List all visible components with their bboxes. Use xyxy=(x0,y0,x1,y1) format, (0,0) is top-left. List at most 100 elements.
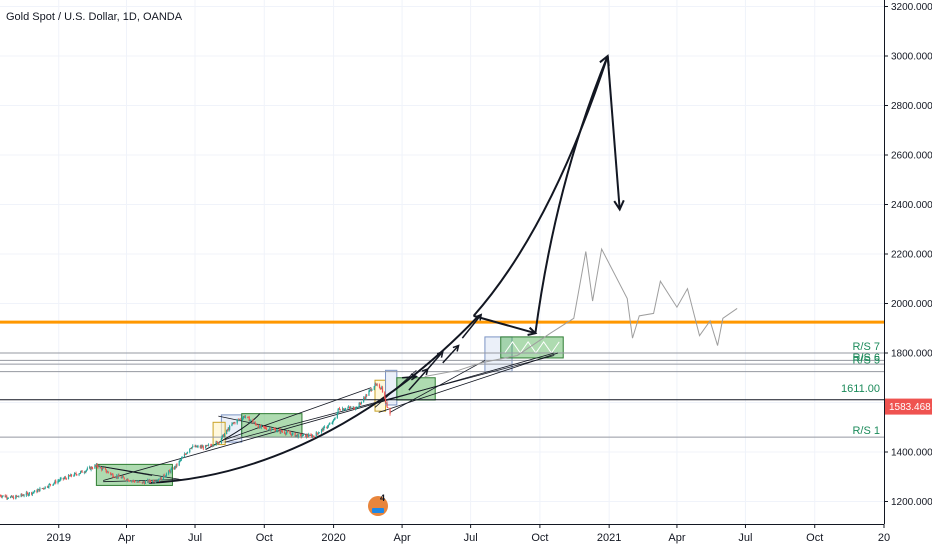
candle-body xyxy=(259,425,262,428)
x-tick-label: Jul xyxy=(188,532,202,544)
candle-body xyxy=(258,426,260,429)
candle-body xyxy=(123,477,125,480)
candle-body xyxy=(323,426,325,431)
candle-body xyxy=(97,466,99,468)
candle-body xyxy=(189,448,192,449)
candle-body xyxy=(10,495,12,497)
candle-body xyxy=(73,475,75,477)
y-tick-label: 2400.000 xyxy=(891,200,932,211)
trendline xyxy=(103,352,555,481)
candle-body xyxy=(142,481,144,484)
tradingview-badge-icon[interactable]: 4 xyxy=(366,493,390,518)
levels-layer: R/S 7R/S 6R/S 5 1611.00 R/S 1 xyxy=(0,320,884,438)
candle-body xyxy=(54,480,56,483)
candle-body xyxy=(290,433,292,435)
candle-body xyxy=(21,495,24,497)
candle-body xyxy=(90,467,92,470)
candle-body xyxy=(281,431,283,433)
candle-body xyxy=(110,472,112,475)
candle-body xyxy=(233,422,235,424)
candle-body xyxy=(133,480,135,482)
candle-body xyxy=(171,468,173,470)
candle-body xyxy=(48,484,50,488)
candle-body xyxy=(12,496,14,498)
candle-body xyxy=(194,445,196,448)
candle-body xyxy=(210,445,213,447)
candle-body xyxy=(349,407,351,409)
candle-body xyxy=(189,448,191,453)
candle-body xyxy=(75,473,77,475)
candle-body xyxy=(69,475,71,477)
candle-body xyxy=(255,423,257,426)
zones-layer xyxy=(95,336,564,486)
candle-body xyxy=(252,419,254,423)
candle-body xyxy=(348,406,350,408)
candle-body xyxy=(18,496,20,498)
zone-yellow xyxy=(212,421,226,446)
candle-body xyxy=(36,490,38,493)
forecast-rally xyxy=(534,55,609,334)
level-label: R/S 7 xyxy=(852,341,880,353)
candle-body xyxy=(80,470,82,472)
x-tick-label: Oct xyxy=(256,532,273,544)
candle-body xyxy=(323,426,326,428)
candle-body xyxy=(37,489,39,493)
candle-body xyxy=(91,467,93,469)
x-tick-label: Jul xyxy=(738,532,752,544)
candle-body xyxy=(186,452,188,455)
candle-body xyxy=(360,403,362,405)
candle-body xyxy=(347,407,349,409)
x-tick-label: 20 xyxy=(878,532,890,544)
candle-body xyxy=(112,474,114,477)
candle-body xyxy=(244,416,247,418)
candle-body xyxy=(160,477,162,480)
candle-body xyxy=(218,442,220,444)
candle-body xyxy=(234,422,236,424)
candle-body xyxy=(291,433,293,436)
candle-body xyxy=(0,495,2,497)
candle-body xyxy=(290,434,293,436)
candle-body xyxy=(254,422,256,424)
candle-body xyxy=(60,477,62,479)
candle-body xyxy=(370,389,372,391)
candle-body xyxy=(168,470,171,472)
forecast-drop xyxy=(606,55,621,210)
candle-body xyxy=(253,422,256,424)
projection-layer xyxy=(424,247,738,378)
candle-body xyxy=(322,428,324,431)
candle-body xyxy=(302,434,304,437)
candle-body xyxy=(326,426,328,428)
candle-body xyxy=(247,416,250,418)
candle-body xyxy=(53,482,55,484)
candle-body xyxy=(31,492,33,495)
y-tick-label: 1200.000 xyxy=(891,497,932,508)
candle-body xyxy=(326,426,329,428)
candle-body xyxy=(369,389,371,391)
candle-body xyxy=(83,472,85,473)
candle-body xyxy=(96,464,98,467)
candle-body xyxy=(294,432,296,437)
candle-body xyxy=(155,480,157,482)
candle-body xyxy=(1,496,3,498)
candle-body xyxy=(338,408,340,410)
candle-body xyxy=(302,434,305,436)
candle-body xyxy=(162,474,164,480)
candle-body xyxy=(32,492,34,494)
candle-body xyxy=(159,479,161,481)
candle-body xyxy=(368,390,370,396)
y-tick-label: 1400.000 xyxy=(891,448,932,459)
candle-body xyxy=(313,436,315,438)
y-tick-label: 2000.000 xyxy=(891,299,932,310)
candle-body xyxy=(385,402,387,404)
candle-body xyxy=(305,434,308,438)
candle-body xyxy=(232,422,235,424)
candle-body xyxy=(373,386,375,390)
candle-body xyxy=(28,494,30,496)
candle-body xyxy=(350,407,352,409)
candle-body xyxy=(207,445,209,446)
candle-body xyxy=(297,434,299,438)
candle-body xyxy=(164,476,166,478)
